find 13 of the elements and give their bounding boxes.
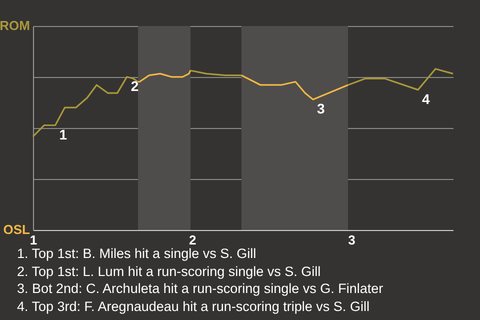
text: 4. Top 3rd: F. Aregnaudeau hit a run-scoring triple vs S. Gill	[17, 298, 370, 315]
text: 1. Top 1st: B. Miles hit a single vs S. Gill	[17, 246, 256, 261]
text: 2. Top 1st: L. Lum hit a run-scoring single vs S. Gill	[17, 262, 322, 280]
x-tick-label: 3	[348, 232, 356, 248]
annotation: 2	[130, 78, 139, 94]
text: 3. Bot 2nd: C. Archuleta hit a run-scoring single vs G. Finlater	[17, 280, 384, 298]
text: ROM	[0, 18, 30, 33]
text: OSL	[3, 222, 30, 237]
x-tick-label: 2	[188, 232, 196, 248]
x-tick-label: 1	[30, 232, 38, 248]
annotation: 1	[59, 126, 68, 142]
annotation: 3	[317, 100, 325, 116]
annotation: 4	[422, 90, 430, 107]
